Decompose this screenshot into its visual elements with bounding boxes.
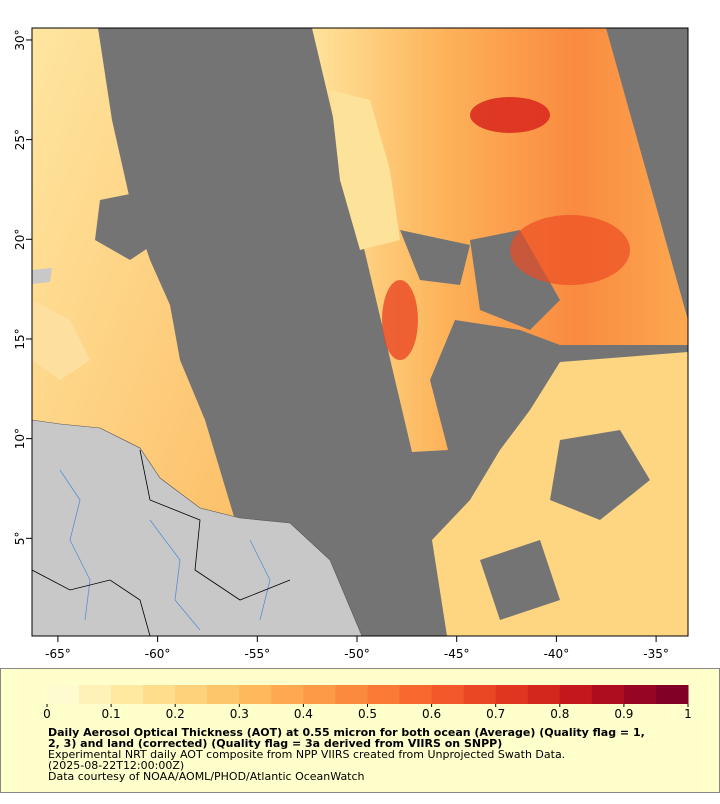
map-frame [31, 27, 689, 637]
y-tick-label: 15° [13, 328, 27, 349]
caption-title: 2, 3) and land (corrected) (Quality flag… [48, 737, 502, 750]
x-tick-label: -55° [245, 647, 271, 661]
land [32, 268, 52, 284]
gap [95, 190, 160, 260]
x-tick-label: -50° [344, 647, 370, 661]
colorbar-tick-label: 0.5 [358, 707, 377, 721]
colorbar-tick-label: 0.9 [614, 707, 633, 721]
y-tick-label: 5° [13, 532, 27, 546]
border [32, 569, 151, 636]
colorbar-swatch [623, 685, 657, 704]
high-aot-area [382, 280, 418, 360]
colorbar-swatch [207, 685, 240, 704]
colorbar-swatch [303, 685, 336, 704]
high-aot-area [510, 215, 630, 285]
caption-line: (2025-08-22T12:00:00Z) [48, 759, 184, 772]
y-tick-label: 10° [13, 428, 27, 449]
colorbar-swatch [495, 685, 529, 704]
colorbar-swatch [271, 685, 304, 704]
colorbar-swatch [591, 685, 625, 704]
colorbar-swatch [239, 685, 272, 704]
colorbar-swatch [47, 685, 80, 704]
colorbar-swatch [463, 685, 497, 704]
y-tick-label: 25° [13, 129, 27, 150]
colorbar-tick-label: 1 [684, 707, 692, 721]
caption-line: Data courtesy of NOAA/AOML/PHOD/Atlantic… [48, 770, 365, 783]
colorbar-swatch [111, 685, 144, 704]
y-tick-label: 30° [13, 29, 27, 50]
colorbar-tick-label: 0.8 [550, 707, 569, 721]
gap [550, 430, 650, 520]
map-area [32, 28, 688, 636]
colorbar-tick-label: 0.6 [422, 707, 441, 721]
land [32, 419, 363, 636]
colorbar-swatch [527, 685, 561, 704]
colorbar-swatch [79, 685, 112, 704]
high-aot-area [470, 97, 550, 133]
x-tick-label: -40° [544, 647, 570, 661]
colorbar-tick-label: 0 [43, 707, 51, 721]
swath-patch [32, 300, 90, 380]
caption-line: Experimental NRT daily AOT composite fro… [48, 748, 565, 761]
colorbar-tick-label: 0.1 [102, 707, 121, 721]
colorbar-swatch [559, 685, 593, 704]
colorbar-swatch [655, 685, 689, 704]
river [249, 539, 271, 621]
river [149, 519, 201, 631]
left-swath [32, 28, 235, 520]
x-tick-label: -45° [444, 647, 470, 661]
colorbar-swatch [399, 685, 433, 704]
colorbar-tick-label: 0.2 [166, 707, 185, 721]
colorbar-swatch [367, 685, 401, 704]
gap [400, 230, 470, 285]
gap [470, 230, 560, 330]
x-tick-label: -65° [45, 647, 71, 661]
y-tick-label: 20° [13, 229, 27, 250]
x-tick-label: -60° [145, 647, 171, 661]
gap [480, 540, 560, 620]
colorbar-swatch [143, 685, 176, 704]
caption-title: Daily Aerosol Optical Thickness (AOT) at… [48, 726, 645, 739]
colorbar-swatch [431, 685, 465, 704]
caption: Daily Aerosol Optical Thickness (AOT) at… [48, 726, 645, 783]
x-tick-label: -35° [643, 647, 669, 661]
colorbar-tick-label: 0.4 [294, 707, 313, 721]
swath-patch [330, 90, 400, 250]
colorbar-swatch [335, 685, 368, 704]
colorbar-tick-label: 0.3 [230, 707, 249, 721]
river [59, 469, 91, 621]
border [139, 449, 291, 601]
colorbar-swatch [175, 685, 208, 704]
colorbar-tick-label: 0.7 [486, 707, 505, 721]
